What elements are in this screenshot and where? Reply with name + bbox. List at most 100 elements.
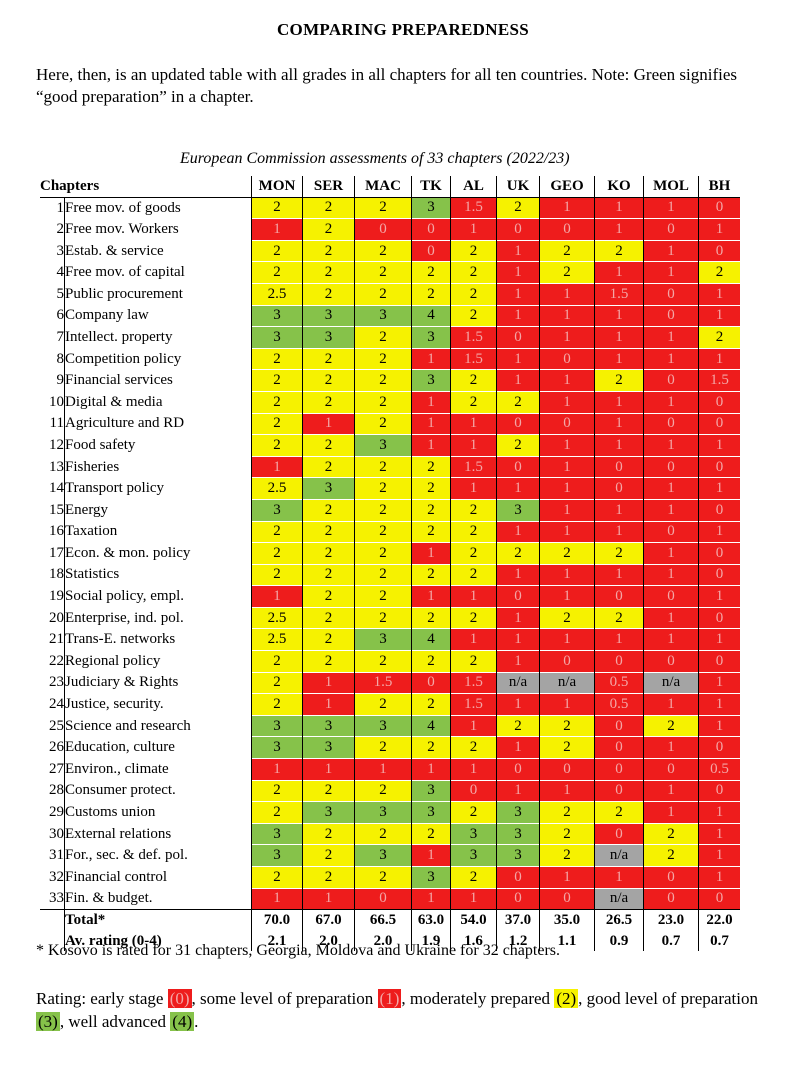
legend-swatch-1: (1) [377, 989, 402, 1008]
grade-cell: 2 [643, 822, 699, 845]
table-subtitle: European Commission assessments of 33 ch… [180, 150, 570, 167]
grade-cell: 2 [411, 282, 451, 306]
grade-cell: 3 [302, 736, 355, 759]
grade-cell: 1 [594, 390, 644, 414]
grade-cell: 1 [302, 412, 355, 435]
grade-cell: 1 [698, 434, 740, 457]
table-row: 24 Justice, security. 2 1 2 2 1.5 1 1 0.5 1 1 [40, 693, 740, 716]
grade-cell: 1 [643, 477, 699, 500]
chapter-number: 17 [40, 542, 65, 565]
grade-cell: 3 [354, 844, 412, 867]
chapter-name: Fisheries [65, 458, 120, 475]
chapter-number: 22 [40, 650, 65, 673]
grade-cell: 1 [411, 434, 451, 457]
grade-cell: 3 [302, 326, 355, 349]
grade-cell: 2 [539, 844, 595, 867]
average-cell: 0.9 [594, 930, 644, 952]
grade-cell: 1 [594, 520, 644, 543]
grade-cell: 1 [411, 347, 451, 370]
grade-cell: 0 [594, 779, 644, 802]
header-row: Chapters MON SER MAC TK AL UK GEO KO MOL BH [40, 176, 740, 198]
grade-cell: 3 [354, 801, 412, 824]
grade-cell: 1 [539, 304, 595, 327]
grade-cell: 0 [643, 887, 699, 910]
grade-cell: 0 [594, 758, 644, 781]
grade-cell: 1 [539, 390, 595, 414]
grade-cell: 3 [354, 304, 412, 327]
chapter-name: Energy [65, 501, 109, 518]
total-cell: 23.0 [643, 909, 699, 931]
grade-cell: 1 [496, 779, 540, 802]
grade-cell: 1 [698, 714, 740, 737]
grade-cell: 2 [302, 196, 355, 219]
grade-cell: 3 [251, 304, 303, 327]
chapter-name: Food safety [65, 436, 136, 453]
grade-cell: 3 [450, 822, 497, 845]
grade-cell: 2 [354, 347, 412, 370]
grade-cell: 4 [411, 628, 451, 651]
grade-cell: 3 [354, 434, 412, 457]
table-row: 5 Public procurement 2.5 2 2 2 2 1 1 1.5 0 1 [40, 282, 740, 306]
chapter-name: Transport policy [65, 480, 165, 497]
grade-cell: 1 [643, 196, 699, 219]
table-row: 26 Education, culture 3 3 2 2 2 1 2 0 1 0 [40, 736, 740, 759]
grade-cell: 2 [496, 542, 540, 565]
grade-cell: 2 [354, 585, 412, 608]
chapter-name: Econ. & mon. policy [65, 544, 191, 561]
grade-cell: 1 [643, 498, 699, 521]
grade-cell: 1 [496, 304, 540, 327]
grade-cell: 2 [411, 693, 451, 716]
grade-cell: 2.5 [251, 606, 303, 629]
average-cell: 1.6 [450, 930, 497, 952]
grade-cell: 0 [539, 758, 595, 781]
grade-cell: 0 [539, 412, 595, 435]
grade-cell: 2 [539, 801, 595, 824]
grade-cell: 2.5 [251, 282, 303, 306]
chapter-number: 16 [40, 521, 65, 543]
grade-cell: 1 [643, 390, 699, 414]
grade-cell: 2 [539, 542, 595, 565]
grade-cell: 2 [450, 239, 497, 262]
grade-cell: 0 [594, 714, 644, 737]
grade-cell: 0 [496, 887, 540, 910]
average-cell: 1.9 [411, 930, 451, 952]
grade-cell: 2 [251, 434, 303, 457]
grade-cell: 2 [698, 261, 740, 284]
grade-cell: 1 [302, 693, 355, 716]
table-row: 15 Energy 3 2 2 2 2 3 1 1 1 0 [40, 498, 740, 521]
grade-cell: 0 [698, 736, 740, 759]
grade-cell: 2 [354, 498, 412, 521]
chapter-number: 7 [40, 326, 65, 349]
chapter-name: Judiciary & Rights [65, 674, 179, 691]
grade-cell: 1 [539, 693, 595, 716]
chapter-name: Customs union [65, 804, 156, 821]
table-row: 12 Food safety 2 2 3 1 1 2 1 1 1 1 [40, 434, 740, 457]
grade-cell: 2 [302, 563, 355, 586]
grade-cell: 2 [354, 412, 412, 435]
grade-cell: 1 [643, 736, 699, 759]
grade-cell: 0 [643, 304, 699, 327]
grade-cell: 1 [450, 477, 497, 500]
grade-cell: 3 [411, 326, 451, 349]
table-row: 21 Trans-E. networks 2.5 2 3 4 1 1 1 1 1 1 [40, 628, 740, 651]
grade-cell: 2 [302, 866, 355, 889]
grade-cell: 2 [643, 844, 699, 867]
grade-cell: 1 [496, 261, 540, 284]
table-row: 28 Consumer protect. 2 2 2 3 0 1 1 0 1 0 [40, 779, 740, 802]
table-row: 18 Statistics 2 2 2 2 2 1 1 1 1 0 [40, 563, 740, 586]
chapter-name: For., sec. & def. pol. [65, 847, 188, 864]
total-cell: 35.0 [539, 909, 595, 931]
grade-cell: 2 [450, 304, 497, 327]
grade-cell: 2 [302, 628, 355, 651]
grade-cell: 2 [354, 390, 412, 414]
grade-cell: 1 [450, 434, 497, 457]
grade-cell: 2 [302, 218, 355, 241]
grade-cell: 2 [594, 239, 644, 262]
grade-cell: 3 [354, 714, 412, 737]
chapter-name: External relations [65, 825, 172, 842]
grade-cell: 1.5 [450, 693, 497, 716]
grade-cell: 3 [302, 714, 355, 737]
chapter-number: 30 [40, 823, 65, 845]
grade-cell: 0 [698, 887, 740, 910]
grade-cell: 0 [698, 779, 740, 802]
